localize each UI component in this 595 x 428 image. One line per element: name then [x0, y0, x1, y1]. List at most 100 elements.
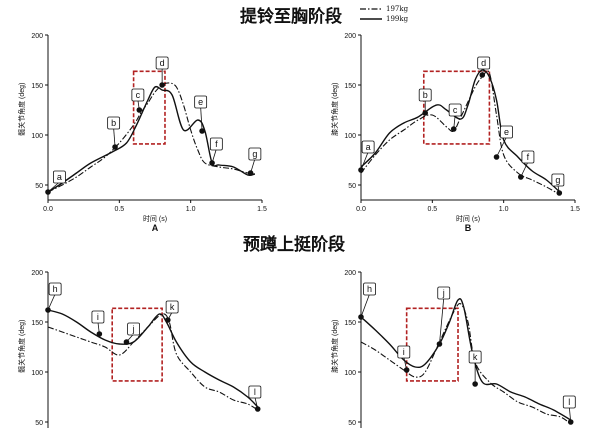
x-tick-label: 1.5 — [257, 206, 267, 213]
y-tick-label: 200 — [344, 33, 356, 40]
top-section-title: 提铃至胸阶段 — [240, 7, 342, 27]
y-tick-label: 100 — [344, 370, 356, 377]
y-tick-label: 150 — [344, 320, 356, 327]
marker-point-g — [247, 170, 254, 176]
marker-leader — [200, 106, 203, 132]
marker-label-box — [131, 88, 145, 102]
marker-label-i: i — [97, 312, 99, 322]
marker-label-box — [48, 282, 62, 296]
y-tick-label: 50 — [35, 420, 43, 427]
marker-label-e: e — [198, 97, 203, 107]
highlight-box — [405, 307, 459, 382]
marker-label-box — [551, 173, 565, 187]
marker-point-c — [450, 126, 457, 132]
y-tick-label: 150 — [31, 320, 43, 327]
marker-label-e: e — [504, 127, 509, 137]
x-axis-label: 时间 (s) — [143, 214, 167, 223]
marker-label-box — [248, 385, 262, 399]
marker-point-l — [567, 419, 574, 425]
y-tick-label: 200 — [31, 270, 43, 277]
marker-label-c: c — [136, 90, 141, 100]
bottom-section-title: 预蹲上挺阶段 — [243, 235, 345, 255]
panel-label: B — [465, 223, 472, 231]
marker-point-j — [436, 341, 443, 347]
marker-point-g — [556, 190, 563, 196]
highlight-box — [132, 70, 166, 145]
chart-panel-c-hip: 50 100 150 200 髋关节角度 (deg) h i j k l — [17, 270, 262, 428]
marker-label-box — [477, 56, 491, 70]
y-tick-label: 150 — [344, 83, 356, 90]
chart-panel-b-knee: 50 100 150 200 0.0 0.5 1.0 1.5 膝关节角度 (deg) 时间 (s)… — [330, 33, 580, 231]
marker-leader — [113, 127, 116, 148]
series-line-199kg — [360, 298, 572, 421]
marker-label-box — [165, 300, 179, 314]
marker-label-l: l — [568, 397, 570, 407]
marker-label-f: f — [215, 139, 218, 149]
marker-label-box — [500, 125, 513, 139]
marker-point-a — [45, 189, 51, 195]
marker-point-e — [493, 154, 500, 160]
marker-label-h: h — [53, 284, 58, 294]
chart-panel-a-hip: 50 100 150 200 0.0 0.5 1.0 1.5 髋关节角度 (deg) 时间 (s)… — [17, 33, 267, 231]
marker-label-j: j — [442, 288, 445, 298]
marker-point-d — [159, 82, 165, 88]
x-tick-label: 0.0 — [43, 206, 53, 213]
x-tick-label: 0.0 — [356, 206, 366, 213]
marker-point-e — [199, 128, 205, 134]
marker-label-c: c — [453, 105, 458, 115]
marker-point-h — [358, 314, 364, 320]
y-axis-label: 髋关节角度 (deg) — [17, 83, 26, 136]
marker-point-c — [136, 107, 143, 113]
y-axis-label: 髋关节角度 (deg) — [17, 320, 26, 373]
x-tick-label: 1.0 — [499, 206, 509, 213]
legend-label: 197kg — [386, 5, 409, 13]
marker-label-k: k — [473, 352, 478, 362]
series-line-199kg — [47, 309, 259, 408]
marker-point-f — [209, 160, 215, 166]
marker-label-g: g — [555, 175, 560, 185]
marker-label-box — [53, 170, 66, 184]
y-tick-label: 100 — [31, 370, 43, 377]
marker-point-b — [422, 110, 428, 116]
marker-point-i — [96, 331, 103, 337]
legend-item-199kg: 199kg — [360, 14, 408, 24]
marker-label-b: b — [111, 118, 116, 128]
marker-point-j — [123, 339, 130, 345]
series-line-197kg — [47, 313, 258, 411]
marker-label-box — [127, 322, 140, 336]
marker-label-box — [248, 147, 262, 161]
marker-point-k — [472, 381, 478, 387]
y-tick-label: 100 — [31, 133, 43, 140]
marker-label-box — [397, 345, 411, 359]
marker-label-b: b — [423, 90, 428, 100]
marker-label-box — [562, 395, 576, 409]
marker-label-h: h — [367, 284, 372, 294]
highlight-box — [422, 70, 491, 145]
marker-label-box — [437, 286, 451, 300]
legend-label: 199kg — [386, 15, 409, 23]
y-tick-label: 100 — [344, 133, 356, 140]
chart-panel-d-knee: 50 100 150 200 膝关节角度 (deg) h i j k l — [330, 270, 576, 428]
series-line-197kg — [360, 70, 561, 196]
y-axis-label: 膝关节角度 (deg) — [330, 83, 339, 136]
x-tick-label: 0.5 — [114, 206, 124, 213]
marker-label-g: g — [252, 149, 257, 159]
marker-point-a — [358, 167, 364, 173]
marker-label-j: j — [132, 324, 135, 334]
legend-item-197kg: 197kg — [360, 4, 408, 14]
y-tick-label: 150 — [31, 83, 43, 90]
marker-label-box — [448, 103, 462, 117]
marker-label-box — [194, 95, 208, 109]
marker-label-i: i — [403, 347, 405, 357]
marker-point-h — [45, 307, 51, 313]
marker-label-a: a — [366, 142, 371, 152]
marker-label-box — [468, 350, 482, 364]
series-line-197kg — [47, 82, 255, 193]
marker-label-box — [91, 310, 105, 324]
x-tick-label: 1.5 — [570, 206, 580, 213]
x-axis-label: 时间 (s) — [456, 214, 480, 223]
marker-leader — [360, 151, 369, 171]
series-line-199kg — [360, 69, 562, 194]
x-tick-label: 0.5 — [427, 206, 437, 213]
